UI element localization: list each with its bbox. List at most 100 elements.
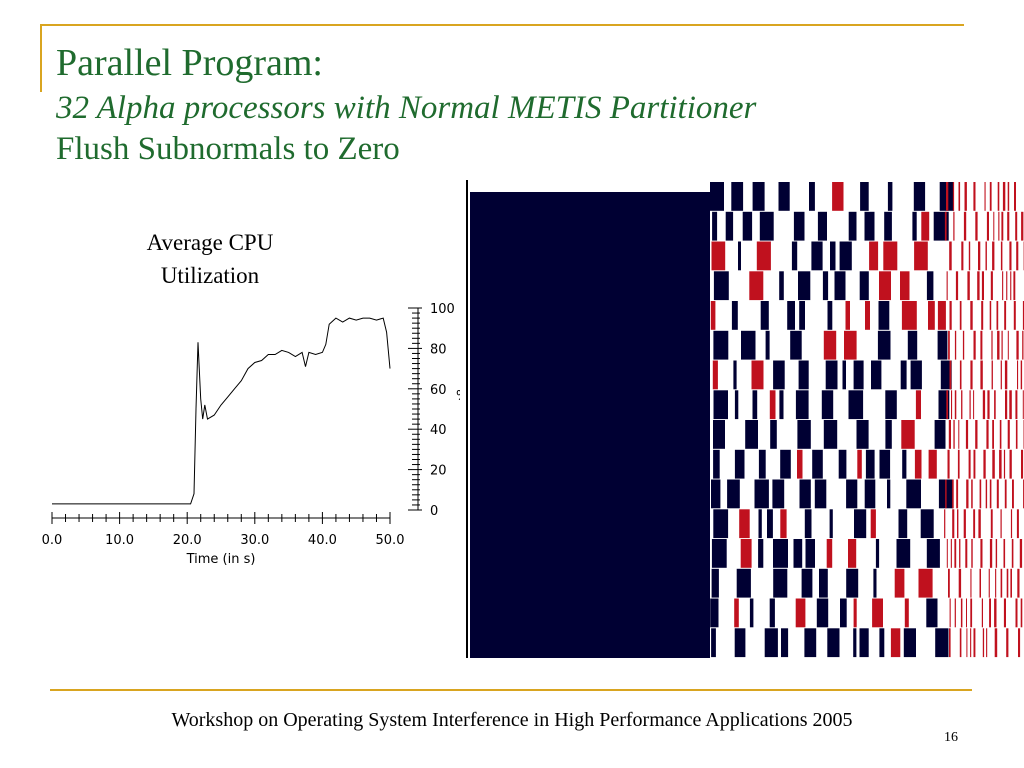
heatmap-cell bbox=[871, 360, 882, 390]
heatmap-cell bbox=[1003, 539, 1006, 568]
heatmap-cell bbox=[960, 598, 963, 628]
heatmap-cell bbox=[937, 301, 946, 330]
heatmap-cell bbox=[1010, 509, 1013, 539]
heatmap-cell bbox=[845, 301, 850, 330]
heatmap-cell bbox=[712, 360, 718, 390]
heatmap-cell bbox=[915, 390, 921, 420]
heatmap-cell bbox=[1018, 628, 1021, 658]
heatmap-cell bbox=[995, 539, 998, 568]
heatmap-cell bbox=[975, 211, 978, 241]
heatmap-cell bbox=[949, 628, 951, 658]
heatmap-cell bbox=[773, 539, 788, 568]
heatmap-cell bbox=[910, 360, 922, 390]
heatmap-cell bbox=[819, 568, 828, 598]
heatmap-cell bbox=[1015, 390, 1018, 420]
heatmap-cell bbox=[1000, 509, 1002, 539]
heatmap-cell bbox=[918, 568, 933, 598]
heatmap-cell bbox=[812, 449, 823, 479]
title-line-3: Flush Subnormals to Zero bbox=[56, 131, 400, 167]
heatmap-cell bbox=[854, 509, 867, 539]
heatmap-cell bbox=[1003, 598, 1006, 628]
heatmap-cell bbox=[811, 241, 823, 271]
heatmap-cell bbox=[945, 479, 947, 509]
heatmap-cell bbox=[859, 271, 869, 301]
heatmap-cell bbox=[996, 479, 999, 509]
heatmap-cell bbox=[992, 420, 994, 449]
heatmap-cell bbox=[981, 301, 984, 330]
heatmap-cell bbox=[799, 301, 805, 330]
heatmap-cell bbox=[940, 360, 952, 390]
page-number: 16 bbox=[944, 730, 958, 745]
heatmap-cell bbox=[973, 509, 976, 539]
heatmap-cell bbox=[875, 539, 880, 568]
heatmap-cell bbox=[860, 182, 869, 211]
heatmap-cell bbox=[1013, 271, 1016, 301]
heatmap-cell bbox=[906, 479, 921, 509]
slide-top-rule bbox=[40, 24, 964, 26]
heatmap-cell bbox=[1021, 449, 1024, 479]
heatmap-cell bbox=[795, 390, 809, 420]
heatmap-cell bbox=[826, 539, 833, 568]
heatmap-cell bbox=[879, 628, 885, 658]
heatmap-cell bbox=[985, 241, 987, 271]
heatmap-cell bbox=[1015, 598, 1018, 628]
heatmap-cell bbox=[749, 598, 754, 628]
heatmap-cell bbox=[873, 568, 877, 598]
heatmap-cell bbox=[914, 449, 922, 479]
heatmap-cell bbox=[934, 420, 946, 449]
heatmap-cell bbox=[991, 360, 993, 390]
heatmap-cell bbox=[797, 420, 811, 449]
heatmap-cell bbox=[817, 211, 827, 241]
heatmap-cell bbox=[795, 598, 806, 628]
heatmap-cell bbox=[798, 360, 809, 390]
y-tick-label: 20 bbox=[430, 464, 447, 479]
heatmap-cell bbox=[961, 390, 963, 420]
heatmap-cell bbox=[887, 182, 893, 211]
heatmap-cell bbox=[996, 301, 999, 330]
heatmap-cell bbox=[856, 420, 869, 449]
heatmap-cell bbox=[853, 598, 857, 628]
heatmap-cell bbox=[814, 479, 827, 509]
x-tick-label: 30.0 bbox=[240, 533, 269, 548]
heatmap-cell bbox=[772, 479, 785, 509]
heatmap-cell bbox=[982, 390, 986, 420]
heatmap-cell bbox=[1006, 628, 1009, 658]
heatmap-cell bbox=[926, 539, 940, 568]
heatmap-cell bbox=[1016, 241, 1019, 271]
heatmap-cell bbox=[903, 628, 916, 658]
heatmap-cell bbox=[745, 420, 758, 449]
heatmap-cell bbox=[926, 598, 938, 628]
heatmap-cell bbox=[713, 271, 729, 301]
heatmap-cell bbox=[1022, 390, 1024, 420]
heatmap-cell bbox=[823, 330, 837, 360]
heatmap-cell bbox=[713, 330, 729, 360]
heatmap-cell bbox=[731, 301, 738, 330]
heatmap-cell bbox=[770, 420, 777, 449]
heatmap-cell bbox=[838, 449, 847, 479]
heatmap-cell bbox=[890, 628, 901, 658]
heatmap-cell bbox=[734, 390, 739, 420]
heatmap-cell bbox=[1017, 568, 1020, 598]
heatmap-cell bbox=[711, 628, 716, 658]
heatmap-cell bbox=[1009, 241, 1012, 271]
heatmap-cell bbox=[872, 598, 883, 628]
heatmap-busy-block bbox=[470, 192, 710, 658]
heatmap-cell bbox=[954, 330, 957, 360]
heatmap-cell bbox=[989, 301, 992, 330]
heatmap-cell bbox=[958, 182, 961, 211]
heatmap-cell bbox=[1015, 211, 1018, 241]
heatmap-cell bbox=[946, 271, 948, 301]
heatmap-cell bbox=[966, 628, 968, 658]
heatmap-cell bbox=[953, 420, 955, 449]
heatmap-cell bbox=[913, 182, 926, 211]
chart-caption: Average CPU Utilization bbox=[146, 230, 274, 288]
heatmap-cell bbox=[827, 628, 840, 658]
heatmap-cell bbox=[992, 449, 995, 479]
heatmap-cell bbox=[989, 182, 992, 211]
heatmap-cell bbox=[894, 568, 905, 598]
heatmap-cell bbox=[998, 211, 1000, 241]
heatmap-cell bbox=[983, 449, 986, 479]
heatmap-cell bbox=[869, 241, 879, 271]
heatmap-cell bbox=[756, 241, 771, 271]
y-tick-label: 80 bbox=[430, 342, 447, 357]
